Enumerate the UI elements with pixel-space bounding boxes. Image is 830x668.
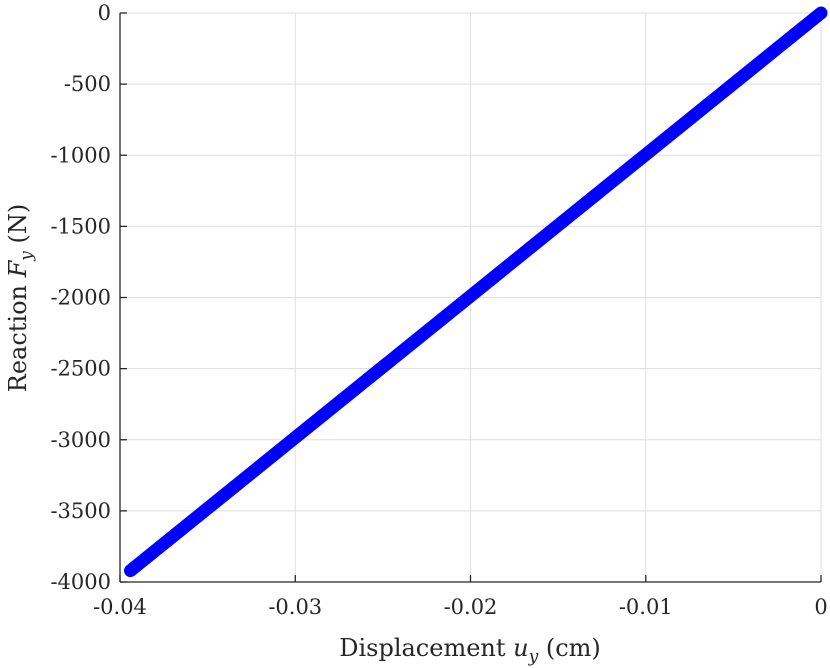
y-tick-label: 0 (98, 1, 111, 25)
y-axis-label: Reaction Fy (N) (4, 204, 37, 393)
y-tick-label: -500 (64, 72, 111, 96)
x-tick-label: -0.01 (619, 595, 673, 619)
y-tick-label: -2000 (50, 286, 111, 310)
y-tick-label: -3000 (50, 428, 111, 452)
y-axis-ticks: 0 -500 -1000 -1500 -2000 -2500 -3000 -3500 -4000 (50, 1, 127, 594)
y-tick-label: -1000 (50, 143, 111, 167)
x-tick-label: 0 (814, 595, 827, 619)
x-tick-label: -0.02 (444, 595, 498, 619)
x-axis-ticks: -0.04 -0.03 -0.02 -0.01 0 (93, 575, 828, 619)
x-tick-label: -0.04 (93, 595, 147, 619)
y-tick-label: -1500 (50, 214, 111, 238)
y-tick-label: -4000 (50, 570, 111, 594)
x-tick-label: -0.03 (268, 595, 322, 619)
series-line (124, 6, 828, 578)
x-axis-label: Displacement uy (cm) (339, 634, 601, 667)
y-tick-label: -2500 (50, 357, 111, 381)
y-tick-label: -3500 (50, 499, 111, 523)
series-layer (124, 6, 828, 578)
